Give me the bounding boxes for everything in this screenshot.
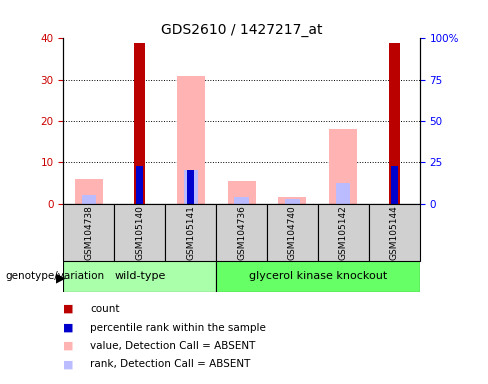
Bar [187,170,194,204]
Bar [279,197,306,204]
Text: value, Detection Call = ABSENT: value, Detection Call = ABSENT [90,341,256,351]
Bar [183,170,198,204]
Text: ■: ■ [63,304,74,314]
Bar [137,166,143,204]
Bar [336,183,350,204]
Text: GSM105140: GSM105140 [135,205,144,260]
Bar [369,204,420,261]
Text: GSM104736: GSM104736 [237,205,246,260]
Text: GSM105142: GSM105142 [339,205,348,260]
Title: GDS2610 / 1427217_at: GDS2610 / 1427217_at [161,23,322,37]
Bar [114,204,165,261]
Bar [329,129,357,204]
Bar [134,43,145,204]
Text: percentile rank within the sample: percentile rank within the sample [90,323,266,333]
Text: wild-type: wild-type [114,271,165,281]
Text: GSM105141: GSM105141 [186,205,195,260]
Text: genotype/variation: genotype/variation [5,271,104,281]
Text: ■: ■ [63,341,74,351]
Text: GSM104738: GSM104738 [84,205,93,260]
Bar [63,204,114,261]
Text: ■: ■ [63,323,74,333]
Text: GSM105144: GSM105144 [390,205,399,260]
Bar [63,261,216,292]
Bar [216,261,420,292]
Bar [216,204,267,261]
Text: count: count [90,304,120,314]
Bar [318,204,369,261]
Bar [267,204,318,261]
Bar [75,179,103,204]
Bar [285,199,300,204]
Text: rank, Detection Call = ABSENT: rank, Detection Call = ABSENT [90,359,251,369]
Bar [165,204,216,261]
Text: ▶: ▶ [56,272,66,285]
Bar [227,181,256,204]
Bar [177,76,204,204]
Bar [234,197,249,204]
Text: glycerol kinase knockout: glycerol kinase knockout [249,271,387,281]
Bar [82,195,96,204]
Text: ■: ■ [63,359,74,369]
Bar [391,166,398,204]
Text: GSM104740: GSM104740 [288,205,297,260]
Bar [388,43,400,204]
